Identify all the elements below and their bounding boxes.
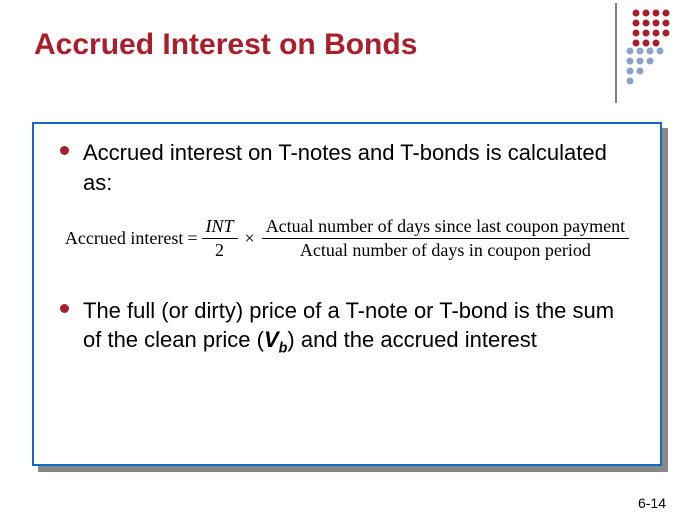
- formula-row: Accrued interest = INT 2 × Actual number…: [60, 215, 638, 261]
- bullet-icon: [60, 146, 69, 155]
- bullet-icon: [60, 304, 69, 313]
- fraction-denominator: Actual number of days in coupon period: [296, 239, 595, 262]
- list-item: The full (or dirty) price of a T-note or…: [60, 296, 638, 359]
- vb-symbol: Vb: [264, 327, 287, 352]
- bullet-list: Accrued interest on T-notes and T-bonds …: [60, 138, 638, 359]
- page-title: Accrued Interest on Bonds: [34, 28, 417, 62]
- page-number: 6-14: [638, 495, 666, 511]
- bullet-text: The full (or dirty) price of a T-note or…: [83, 296, 638, 359]
- text-segment: ) and the accrued interest: [287, 327, 536, 352]
- vb-base: V: [264, 327, 279, 352]
- accrued-interest-formula: Accrued interest = INT 2 × Actual number…: [60, 215, 638, 261]
- bullet-text: Accrued interest on T-notes and T-bonds …: [83, 138, 638, 197]
- list-item: Accrued interest on T-notes and T-bonds …: [60, 138, 638, 197]
- formula-label: Accrued interest: [65, 228, 183, 249]
- fraction-numerator: INT: [202, 215, 238, 239]
- fraction-denominator: 2: [211, 239, 228, 262]
- equals-sign: =: [187, 228, 197, 249]
- days-fraction: Actual number of days since last coupon …: [262, 215, 629, 261]
- corner-decoration: [586, 3, 686, 103]
- int-over-2: INT 2: [202, 215, 238, 261]
- multiply-sign: ×: [245, 228, 255, 249]
- content-box: Accrued interest on T-notes and T-bonds …: [32, 122, 662, 466]
- fraction-numerator: Actual number of days since last coupon …: [262, 215, 629, 239]
